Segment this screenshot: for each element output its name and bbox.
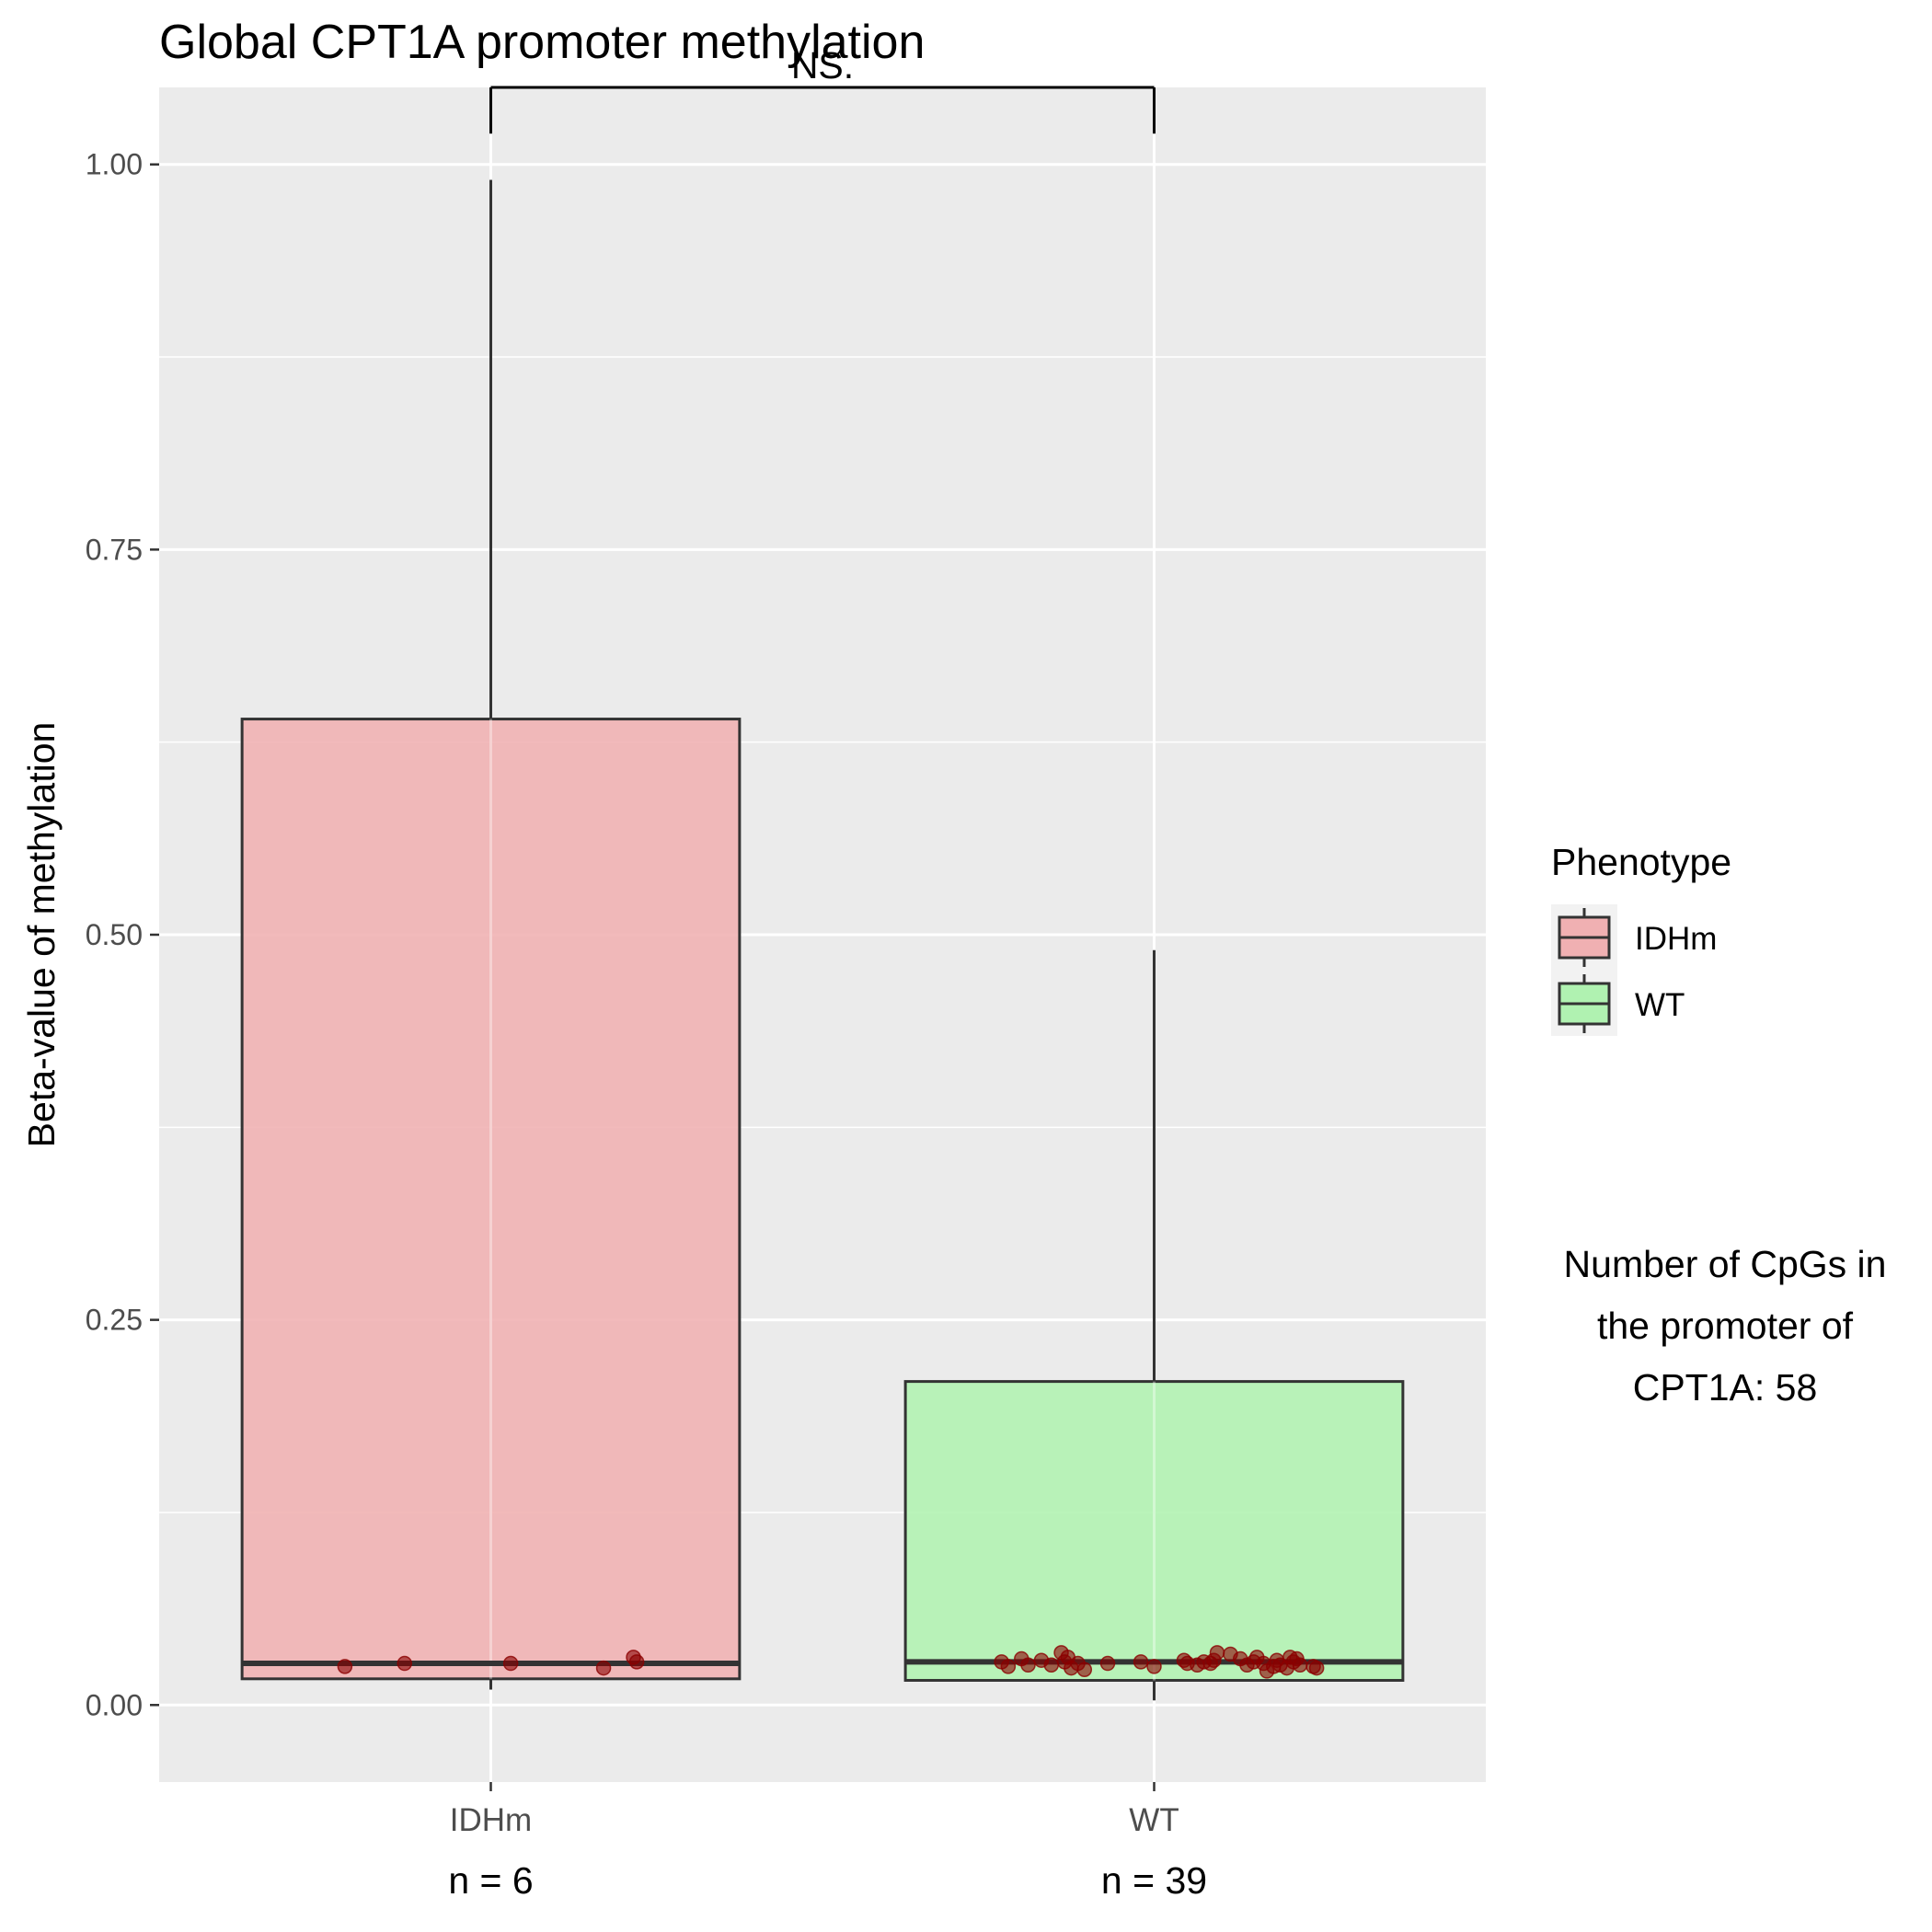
box-rect bbox=[903, 1380, 1405, 1682]
legend-title: Phenotype bbox=[1551, 841, 1731, 883]
legend-label: IDHm bbox=[1635, 921, 1717, 957]
x-tick-label: IDHm bbox=[450, 1802, 532, 1838]
count-label: n = 39 bbox=[1101, 1859, 1207, 1902]
legend-keys: IDHm WT bbox=[1558, 908, 1717, 1033]
boxes-layer bbox=[240, 179, 1405, 1701]
data-point bbox=[1209, 1645, 1225, 1661]
y-tick-label: 1.00 bbox=[86, 148, 143, 181]
significance-bracket: NS. bbox=[489, 44, 1156, 134]
legend-label: WT bbox=[1635, 987, 1685, 1023]
data-point bbox=[1292, 1657, 1308, 1673]
data-point bbox=[1043, 1657, 1059, 1673]
x-tick-label: WT bbox=[1129, 1802, 1179, 1838]
data-point bbox=[337, 1659, 353, 1674]
data-point bbox=[595, 1660, 612, 1676]
significance-label: NS. bbox=[791, 44, 854, 86]
y-axis-label: Beta-value of methylation bbox=[20, 722, 63, 1148]
box-wt bbox=[903, 949, 1405, 1701]
data-point bbox=[628, 1654, 645, 1670]
data-point bbox=[1020, 1657, 1036, 1673]
count-label: n = 6 bbox=[448, 1859, 533, 1902]
box-rect bbox=[240, 718, 742, 1681]
x-axis: IDHm n = 6 WT n = 39 bbox=[448, 1782, 1207, 1902]
data-point bbox=[1133, 1654, 1149, 1670]
y-tick-label: 0.75 bbox=[86, 533, 143, 566]
cpg-annotation: Number of CpGs in the promoter of CPT1A: 5… bbox=[1564, 1243, 1887, 1409]
chart-title: Global CPT1A promoter methylation bbox=[159, 16, 925, 69]
legend-entry-wt: WT bbox=[1558, 974, 1685, 1033]
y-axis: 0.00 0.25 0.50 0.75 1.00 bbox=[86, 148, 159, 1721]
annotation-line: Number of CpGs in bbox=[1564, 1243, 1887, 1285]
points-layer bbox=[337, 1645, 1325, 1679]
annotation-line: the promoter of bbox=[1597, 1305, 1854, 1347]
data-point bbox=[1099, 1655, 1116, 1672]
y-tick-label: 0.00 bbox=[86, 1688, 143, 1721]
legend-entry-idhm: IDHm bbox=[1558, 908, 1717, 967]
data-point bbox=[1000, 1659, 1017, 1674]
data-point bbox=[1308, 1660, 1325, 1676]
y-tick-label: 0.50 bbox=[86, 918, 143, 951]
legend: Phenotype IDHm WT bbox=[1551, 841, 1731, 1036]
data-point bbox=[502, 1655, 519, 1672]
y-tick-label: 0.25 bbox=[86, 1304, 143, 1337]
annotation-line: CPT1A: 58 bbox=[1633, 1366, 1818, 1409]
box-idhm bbox=[240, 179, 742, 1690]
data-point bbox=[397, 1655, 413, 1672]
data-point bbox=[1076, 1662, 1093, 1678]
data-point bbox=[1146, 1659, 1162, 1674]
